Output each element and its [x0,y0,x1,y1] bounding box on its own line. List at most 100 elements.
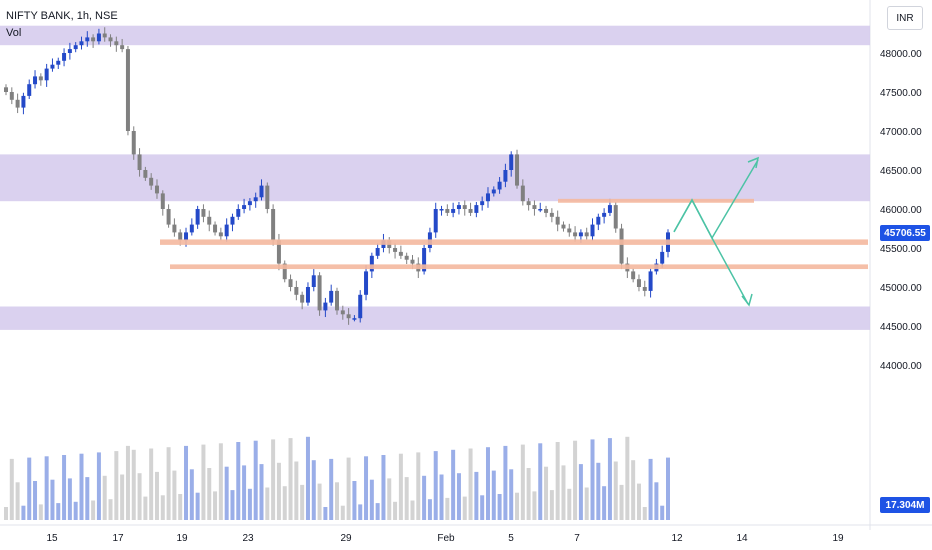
volume-bar [300,484,305,520]
candle-body [67,49,72,53]
volume-bar [636,483,641,520]
volume-bar [131,449,136,520]
volume-bar [230,490,235,520]
volume-bar [509,469,514,520]
volume-bar [56,503,61,520]
candle-body [154,185,159,194]
candle-body [497,181,502,190]
volume-bar [218,443,223,520]
volume-bar [666,457,670,520]
candle-body [352,318,357,320]
volume-bar [613,461,618,520]
currency-button[interactable]: INR [887,6,923,30]
volume-bar [416,452,421,520]
volume-bar [160,495,165,520]
volume-bar [213,491,218,520]
candle-body [125,49,130,131]
candle-body [253,197,258,202]
volume-bar [178,494,183,520]
volume-bar [445,497,450,520]
volume-bar [398,453,403,520]
volume-bar [549,490,554,520]
y-tick-label: 44000.00 [880,361,922,372]
candle-body [520,185,525,202]
volume-bar [485,447,490,520]
volume-bar [532,491,537,520]
supply-demand-zone [0,306,870,330]
x-tick-label: 19 [176,533,188,544]
supply-demand-zone [0,154,870,202]
y-tick-label: 46000.00 [880,205,922,216]
support-resistance-level [160,239,868,245]
candle-body [544,209,549,213]
volume-bar [79,453,84,520]
symbol-title: NIFTY BANK, 1h, NSE [6,10,118,22]
candle-body [96,33,101,42]
candle-body [38,76,43,81]
candle-body [364,271,369,295]
volume-bar [596,462,601,520]
candle-body [73,45,78,50]
candle-body [451,209,456,213]
candle-body [369,255,374,272]
volume-bar [201,444,206,520]
candle-body [433,209,438,233]
volume-bar [381,455,386,520]
volume-bar [625,436,630,520]
volume-bar [387,478,392,520]
volume-bar [120,474,125,520]
volume-bar [631,460,636,520]
volume-bar [184,445,189,520]
y-tick-label: 47000.00 [880,127,922,138]
volume-bar [393,501,398,520]
volume-bar [154,471,159,520]
volume-bar [143,496,148,520]
candle-body [265,185,270,209]
x-tick-label: 15 [46,533,58,544]
volume-bar [584,487,589,520]
candle-body [619,228,624,264]
candle-body [62,53,67,61]
candle-body [503,170,508,182]
volume-bar [480,495,485,520]
x-tick-label: 5 [508,533,514,544]
volume-bar [346,457,351,520]
candle-body [607,205,612,213]
volume-bar [323,507,328,520]
candle-body [120,45,125,50]
last-volume-tag: 17.304M [880,497,930,513]
volume-bar [253,440,258,520]
volume-bar [114,451,119,520]
candle-body [102,33,107,38]
volume-bar [311,460,316,520]
candle-body [648,271,653,291]
y-tick-label: 47500.00 [880,88,922,99]
candle-body [480,201,485,206]
volume-bar [137,473,142,520]
candle-body [596,216,601,225]
volume-bar [33,481,38,520]
candle-body [515,154,520,186]
candle-body [323,302,328,311]
candle-body [561,224,566,229]
candle-body [398,251,403,256]
candle-body [410,259,415,264]
candle-body [578,232,583,237]
candle-body [358,294,363,319]
volume-bar [15,482,20,520]
last-price-tag: 45706.55 [880,225,930,241]
volume-bar [166,447,171,520]
candle-body [207,216,212,225]
volume-bar [294,461,299,520]
supply-demand-zone [0,25,870,46]
volume-bar [654,482,659,520]
candle-body [340,310,345,315]
candle-body [282,263,287,280]
volume-bar [404,477,409,520]
candle-body [56,60,61,65]
candle-body [456,205,461,209]
volume-bar [375,503,380,520]
volume-bar [9,458,14,520]
volume-bar [27,457,32,520]
